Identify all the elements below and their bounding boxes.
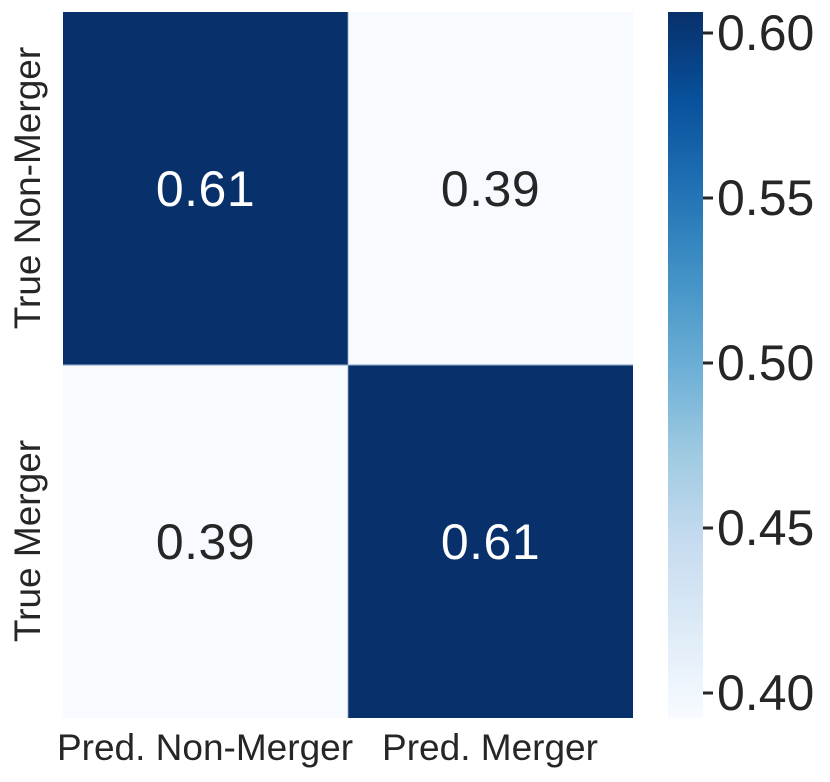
colorbar-tick-label: 0.50 bbox=[717, 335, 815, 391]
heatmap-cell-true-nonmerger-pred-nonmerger: 0.61 bbox=[63, 12, 348, 365]
colorbar-tick-mark bbox=[703, 31, 713, 35]
heatmap-grid: 0.61 0.39 0.39 0.61 bbox=[63, 12, 633, 718]
colorbar-tick-mark bbox=[703, 526, 713, 530]
colorbar-tick-label: 0.40 bbox=[717, 665, 815, 721]
y-axis-label-true-non-merger: True Non-Merger bbox=[7, 46, 48, 330]
colorbar-tick-label: 0.45 bbox=[717, 500, 815, 556]
cell-value: 0.61 bbox=[440, 513, 541, 570]
colorbar-tick-mark bbox=[703, 196, 713, 200]
colorbar-gradient bbox=[668, 12, 703, 718]
colorbar-tick-mark bbox=[703, 691, 713, 695]
colorbar-tick-label: 0.55 bbox=[717, 170, 815, 226]
cell-value: 0.39 bbox=[155, 513, 256, 570]
cell-divider-horizontal bbox=[63, 364, 633, 366]
colorbar-tick-label: 0.60 bbox=[717, 5, 815, 61]
heatmap-cell-true-nonmerger-pred-merger: 0.39 bbox=[348, 12, 633, 365]
colorbar-tick-mark bbox=[703, 361, 713, 365]
heatmap-cell-true-merger-pred-nonmerger: 0.39 bbox=[63, 365, 348, 718]
cell-value: 0.39 bbox=[440, 160, 541, 217]
cell-divider-vertical bbox=[347, 12, 349, 718]
x-axis-label-pred-non-merger: Pred. Non-Merger bbox=[56, 727, 354, 768]
cell-value: 0.61 bbox=[155, 160, 256, 217]
heatmap-cell-true-merger-pred-merger: 0.61 bbox=[348, 365, 633, 718]
y-axis-label-true-merger: True Merger bbox=[7, 439, 48, 643]
x-axis-label-pred-merger: Pred. Merger bbox=[382, 727, 598, 768]
